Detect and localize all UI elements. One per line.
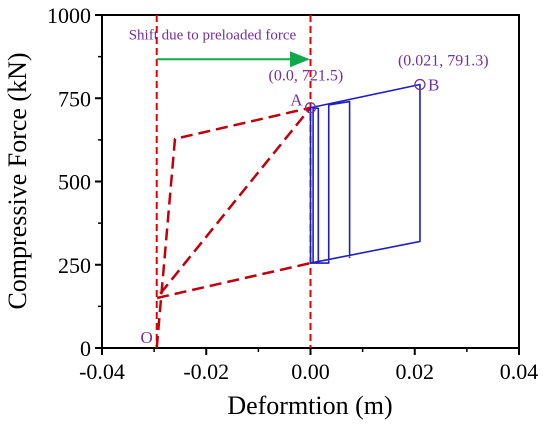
point-label-o: O [140,328,152,347]
y-tick-label: 1000 [47,3,91,28]
x-tick-label: 0.04 [500,359,539,384]
x-tick-label: 0.02 [396,359,435,384]
y-tick-label: 750 [58,86,91,111]
y-tick-label: 500 [58,170,91,195]
point-coord-label-a: (0.0, 721.5) [269,68,344,85]
point-marker-b [414,78,426,91]
point-label-b: B [428,75,439,94]
point-marker-a [304,102,317,114]
series-line-0 [155,106,312,349]
x-tick-label: -0.02 [183,359,229,384]
y-tick-label: 250 [58,253,91,278]
axis-ticks: -0.04 -0.02 0.00 0.02 0.04 0 250 500 750 1000 [47,3,538,384]
annotations: Shift due to preloaded force O A (0.0, 721.… [129,27,489,347]
x-tick-label: -0.04 [79,359,125,384]
x-axis-title: Deformtion (m) [227,391,392,420]
point-label-a: A [290,91,303,110]
shift-arrow-label: Shift due to preloaded force [129,27,297,43]
y-tick-label: 0 [80,336,91,361]
y-axis-title: Compressive Force (kN) [3,52,32,309]
series-line-1 [309,83,421,264]
data-series [155,15,421,349]
point-coord-label-b: (0.021, 791.3) [398,52,489,69]
x-tick-label: 0.00 [291,359,330,384]
